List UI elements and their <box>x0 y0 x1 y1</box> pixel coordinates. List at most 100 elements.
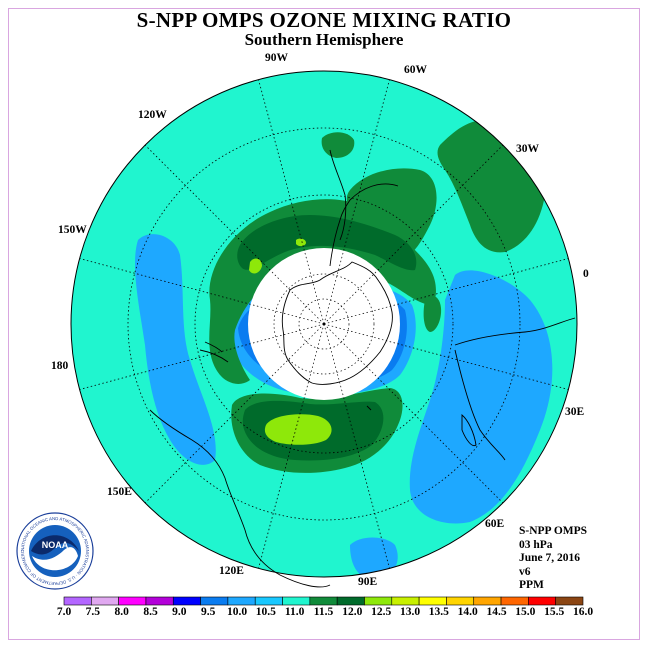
colorbar-label: 15.0 <box>515 606 536 618</box>
lon-label-150w: 150W <box>58 224 87 236</box>
lon-label-150e: 150E <box>107 486 132 498</box>
antarctic-peninsula <box>329 199 351 267</box>
inner-meridian-line <box>250 303 325 325</box>
colorbar-label: 13.5 <box>428 606 449 618</box>
meridian-line <box>144 144 271 271</box>
colorbar-swatch <box>528 596 556 606</box>
graticule <box>79 79 569 569</box>
meridian-line <box>258 397 305 569</box>
colorbar-label: 8.0 <box>114 606 129 618</box>
info-units: PPM <box>519 579 544 591</box>
south-america <box>329 149 399 241</box>
lon-label-0: 0 <box>583 268 589 280</box>
africa <box>454 317 576 461</box>
inner-meridian-line <box>250 323 325 345</box>
map-subtitle: Southern Hemisphere <box>244 30 404 49</box>
colorbar-label: 15.5 <box>544 606 565 618</box>
south-pole-marker <box>322 322 326 326</box>
colorbar-swatch <box>309 596 338 606</box>
ozone-high-patch-small-north <box>321 132 355 158</box>
lon-label-30w: 30W <box>516 143 539 155</box>
meridian-line <box>397 343 569 390</box>
meridian-line <box>377 377 504 504</box>
meridian-line <box>397 258 569 305</box>
info-block: S-NPP OMPS 03 hPa June 7, 2016 v6 PPM <box>519 525 587 593</box>
noaa-logo: NOAA NATIONAL OCEANIC AND ATMOSPHERIC AD… <box>16 512 94 590</box>
colorbar-label: 7.0 <box>56 606 72 618</box>
info-date: June 7, 2016 <box>519 552 581 564</box>
colorbar-swatch <box>254 596 283 606</box>
ozone-core-north <box>237 215 417 271</box>
meridian-line <box>343 397 390 569</box>
antarctica-coast <box>281 261 393 385</box>
colorbar-swatch <box>473 596 502 606</box>
ozone-peak-north-small <box>296 238 306 247</box>
inner-meridian-line <box>323 323 345 398</box>
lon-label-60w: 60W <box>404 64 427 76</box>
colorbar-swatch <box>227 596 256 606</box>
info-version: v6 <box>519 565 531 578</box>
ozone-peak-south <box>264 414 332 445</box>
indian-ocean-island <box>366 405 372 411</box>
colorbar-swatch <box>200 596 229 606</box>
inner-meridian-line <box>323 250 345 325</box>
lon-label-120e: 120E <box>219 565 244 577</box>
inner-meridian-line <box>303 250 325 325</box>
colorbar-swatch <box>172 596 201 606</box>
meridian-line <box>258 79 305 251</box>
ozone-high-patch-east <box>423 295 442 332</box>
info-product: S-NPP OMPS <box>519 525 588 537</box>
colorbar-swatch <box>391 596 420 606</box>
colorbar-label: 10.0 <box>226 606 248 618</box>
colorbar-label: 12.5 <box>371 606 392 618</box>
australia <box>149 409 331 588</box>
colorbar-swatch <box>91 596 119 606</box>
inner-meridian-line <box>323 303 398 325</box>
meridian-line <box>343 79 390 251</box>
colorbar-swatch <box>555 596 584 606</box>
colorbar-label: 9.5 <box>200 606 216 618</box>
inner-meridian-line <box>323 323 378 378</box>
inner-meridian-line <box>270 323 325 378</box>
lon-label-90e: 90E <box>358 576 378 588</box>
colorbar-label: 10.5 <box>255 606 276 618</box>
map-title: S-NPP OMPS OZONE MIXING RATIO <box>136 8 512 32</box>
colorbar-label: 8.5 <box>143 606 158 618</box>
colorbar-swatch <box>446 596 475 606</box>
ozone-low-region-east <box>409 270 553 524</box>
colorbar-label: 11.5 <box>313 606 334 618</box>
colorbar-label: 16.0 <box>572 606 594 618</box>
info-level: 03 hPa <box>519 538 553 551</box>
colorbar-swatch <box>145 596 174 606</box>
inner-meridian-line <box>303 323 325 398</box>
map-outline <box>70 70 578 578</box>
noaa-logo-text: NOAA <box>42 540 69 550</box>
meridian-line <box>144 377 271 504</box>
lon-label-90w: 90W <box>265 52 288 64</box>
inner-meridian-line <box>323 323 398 345</box>
inner-meridian-line <box>323 270 378 325</box>
madagascar <box>461 414 477 447</box>
inner-graticule <box>250 250 398 398</box>
colorbar-label: 14.5 <box>486 606 507 618</box>
colorbar-swatch <box>418 596 447 606</box>
meridian-line <box>79 343 251 390</box>
colorbar-swatch <box>500 596 529 606</box>
meridian-line <box>377 144 504 271</box>
new-zealand <box>199 341 229 363</box>
inner-meridian-line <box>270 270 325 325</box>
colorbar-label: 11.0 <box>284 606 305 618</box>
colorbar-label: 12.0 <box>342 606 363 618</box>
colorbar-label: 13.0 <box>399 606 421 618</box>
lon-label-30e: 30E <box>565 406 585 418</box>
lon-label-60e: 60E <box>485 518 505 530</box>
colorbar-label: 7.5 <box>85 606 101 618</box>
lon-label-180: 180 <box>51 360 69 372</box>
ozone-peak-north <box>249 258 262 274</box>
colorbar-swatch <box>118 596 147 606</box>
colorbar-swatch <box>336 596 365 606</box>
meridian-line <box>79 258 251 305</box>
